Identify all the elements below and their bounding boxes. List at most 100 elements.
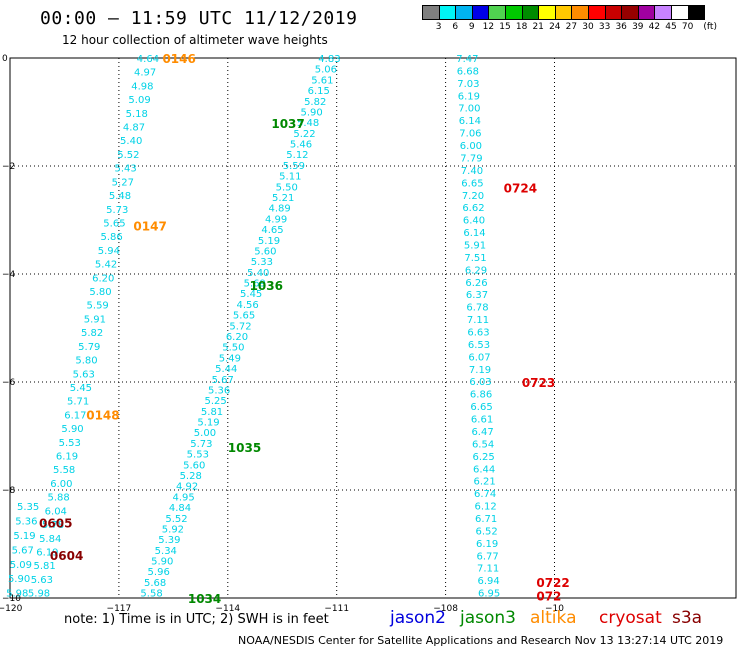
wave-height-value: 6.12 [474, 502, 496, 513]
wave-height-value: 5.72 [229, 321, 251, 332]
wave-height-value: 5.11 [279, 172, 301, 183]
y-tick-label: −8 [2, 486, 16, 496]
color-scale-label: 9 [468, 22, 475, 32]
wave-height-value: 4.92 [176, 482, 198, 493]
wave-height-value: 6.15 [308, 86, 330, 97]
wave-height-value: 5.71 [67, 397, 89, 408]
wave-height-value: 6.19 [458, 91, 480, 102]
y-tick-label: −10 [2, 594, 21, 604]
color-scale-label: 21 [532, 22, 544, 32]
color-scale-label: 36 [615, 22, 627, 32]
wave-height-value: 5.09 [10, 560, 32, 571]
wave-height-value: 5.42 [95, 260, 117, 271]
wave-height-value: 6.20 [92, 273, 114, 284]
wave-height-value: 5.81 [201, 407, 223, 418]
wave-height-value: 6.71 [475, 514, 497, 525]
wave-height-value: 6.14 [463, 228, 485, 239]
wave-height-value: 5.40 [247, 268, 269, 279]
wave-height-value: 4.89 [269, 204, 291, 215]
legend-jason2: jason2 [390, 608, 446, 628]
wave-height-value: 6.68 [457, 66, 479, 77]
wave-height-value: 5.60 [254, 246, 276, 257]
wave-height-value: 5.28 [180, 471, 202, 482]
wave-height-value: 5.35 [17, 502, 39, 513]
pass-time-label: 0723 [522, 376, 555, 390]
wave-height-value: 7.51 [464, 253, 486, 264]
wave-height-value: 5.69 [244, 279, 266, 290]
wave-height-value: 5.98 [6, 589, 28, 600]
wave-height-value: 6.65 [461, 178, 483, 189]
wave-height-value: 5.52 [165, 514, 187, 525]
pass-time-label: 0722 [536, 576, 569, 590]
wave-height-value: 6.40 [463, 216, 485, 227]
x-tick-label: −108 [433, 604, 458, 614]
wave-height-value: 4.56 [236, 300, 258, 311]
wave-height-value: 4.95 [172, 492, 194, 503]
wave-height-value: 5.18 [126, 109, 148, 120]
wave-height-value: 4.87 [123, 123, 145, 134]
wave-height-value: 5.21 [272, 193, 294, 204]
legend-jason3: jason3 [460, 608, 516, 628]
wave-height-value: 7.47 [456, 54, 478, 65]
wave-height-value: 6.52 [475, 526, 497, 537]
wave-height-value: 5.58 [140, 589, 162, 600]
wave-height-value: 5.45 [240, 289, 262, 300]
wave-height-value: 5.90 [301, 107, 323, 118]
wave-height-value: 5.48 [297, 118, 319, 129]
wave-height-value: 7.06 [459, 129, 481, 140]
chart-title: 00:00 – 11:59 UTC 11/12/2019 [40, 8, 358, 29]
color-scale-label: 30 [582, 22, 594, 32]
wave-height-value: 7.11 [467, 315, 489, 326]
wave-height-value: 7.20 [462, 191, 484, 202]
wave-height-value: 5.59 [283, 161, 305, 172]
y-tick-label: −4 [2, 270, 16, 280]
color-scale-label: 70 [681, 22, 694, 32]
y-tick-label: −2 [2, 162, 15, 172]
color-scale-label: (ft) [703, 22, 717, 32]
wave-height-value: 4.65 [261, 225, 283, 236]
color-scale-label: 15 [499, 22, 511, 32]
wave-height-value: 7.03 [457, 79, 479, 90]
color-scale-legend [422, 5, 706, 20]
wave-height-value: 6.78 [466, 303, 488, 314]
wave-height-value: 6.44 [473, 464, 495, 475]
wave-height-value: 5.34 [155, 546, 177, 557]
wave-height-value: 6.94 [478, 576, 500, 587]
note-text: note: 1) Time is in UTC; 2) SWH is in fe… [64, 612, 329, 627]
wave-height-value: 4.83 [318, 54, 340, 65]
wave-height-value: 5.53 [187, 450, 209, 461]
wave-height-value: 5.65 [233, 311, 255, 322]
wave-height-value: 5.36 [208, 385, 230, 396]
color-scale-label: 42 [648, 22, 661, 32]
wave-height-value: 5.50 [222, 343, 244, 354]
pass-time-label: 1035 [228, 441, 261, 455]
color-scale-label: 12 [482, 22, 495, 32]
wave-height-value: 6.77 [477, 551, 499, 562]
wave-height-value: 5.48 [109, 191, 131, 202]
wave-height-value: 6.65 [470, 402, 492, 413]
x-tick-label: −114 [215, 604, 240, 614]
wave-height-value: 5.12 [286, 150, 308, 161]
wave-height-value: 5.67 [212, 375, 234, 386]
wave-height-value: 5.09 [128, 95, 150, 106]
wave-height-value: 6.62 [462, 203, 484, 214]
wave-height-value: 6.95 [478, 589, 500, 600]
wave-height-value: 6.86 [470, 390, 492, 401]
wave-height-value: 5.22 [293, 129, 315, 140]
wave-height-value: 5.91 [464, 240, 486, 251]
wave-height-value: 5.50 [276, 182, 298, 193]
wave-height-value: 5.58 [53, 465, 75, 476]
wave-height-value: 6.29 [465, 265, 487, 276]
wave-height-value: 5.44 [215, 364, 237, 375]
wave-height-value: 6.00 [460, 141, 482, 152]
wave-height-value: 6.17 [64, 410, 86, 421]
wave-height-value: 5.67 [12, 545, 34, 556]
wave-height-value: 6.04 [45, 506, 67, 517]
x-tick-label: −111 [324, 604, 349, 614]
wave-height-value: 5.25 [204, 396, 226, 407]
wave-height-value: 5.63 [31, 575, 53, 586]
wave-height-value: 5.33 [251, 257, 273, 268]
wave-height-value: 4.84 [169, 503, 191, 514]
color-scale-labels: 3 6 9 12 15 18 21 24 27 30 33 36 39 42 45 70 (ft) [422, 22, 740, 34]
y-tick-label: 0 [2, 54, 8, 64]
